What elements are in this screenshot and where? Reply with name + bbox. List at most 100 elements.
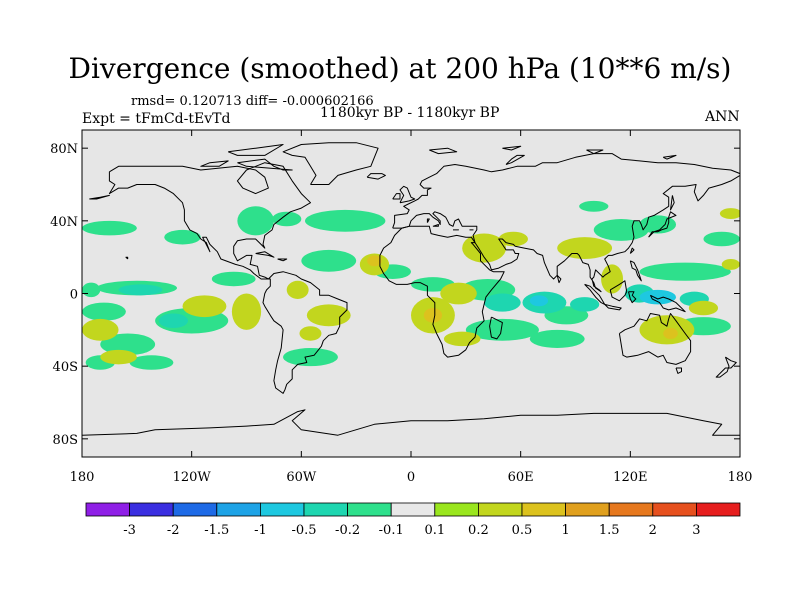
colorbar-swatch	[477, 502, 523, 517]
colorbar-swatch	[172, 502, 218, 517]
field-patch	[367, 255, 382, 267]
coastline	[82, 409, 740, 436]
field-patch	[462, 233, 507, 263]
coastline	[609, 280, 628, 302]
field-patch	[688, 300, 719, 316]
plot-title: Divergence (smoothed) at 200 hPa (10**6 …	[68, 52, 732, 85]
field-patch	[484, 293, 521, 312]
colorbar-label: -2	[167, 523, 180, 538]
coastline	[392, 193, 401, 200]
coastline	[584, 283, 606, 305]
y-tick-label: 80S	[53, 433, 78, 448]
colorbar: -3 -2 -1.5 -1 -0.5 -0.2 -0.1 0.1 0.2 0.5 1 1.5 2 3	[85, 502, 741, 538]
colorbar-label: 3	[692, 523, 700, 538]
coastline	[670, 195, 675, 211]
field-patch	[231, 293, 262, 330]
axis-ticks: 80N 40N 0 40S 80S 180 120W 60W 0 60E 120E 180	[50, 130, 752, 485]
colorbar-label: -3	[123, 523, 136, 538]
field-patch	[465, 318, 539, 341]
x-tick-label: 60W	[286, 470, 317, 485]
coastline	[629, 260, 642, 282]
field-patch	[703, 231, 740, 247]
period-label: 1180kyr BP - 1180kyr BP	[320, 105, 500, 121]
x-tick-label: 180	[70, 470, 95, 485]
stats-text: rmsd= 0.120713 diff= -0.000602166	[131, 94, 374, 109]
coastline	[108, 162, 311, 280]
field-patch	[721, 258, 740, 270]
coastline	[429, 147, 458, 155]
colorbar-swatch	[565, 502, 610, 517]
colorbar-label: 1	[561, 523, 569, 538]
colorbar-swatch	[216, 502, 261, 517]
field-patch	[237, 206, 274, 236]
field-patch	[306, 304, 351, 327]
field-patch	[272, 211, 302, 227]
coastline	[125, 256, 129, 260]
colorbar-label: 1.5	[599, 523, 620, 538]
field-patch	[423, 308, 443, 323]
season-label: ANN	[705, 109, 740, 125]
colorbar-label: -0.1	[379, 523, 404, 538]
x-tick-label: 60E	[508, 470, 534, 485]
field-patch	[304, 209, 386, 232]
coastline	[262, 271, 348, 394]
field-patch	[82, 302, 126, 321]
coastline	[505, 154, 525, 165]
coastline	[715, 356, 737, 378]
coastline	[556, 274, 562, 284]
coastline	[282, 142, 379, 185]
field-patch	[211, 271, 256, 287]
y-tick-label: 80N	[50, 142, 78, 157]
colorbar-swatch	[521, 502, 566, 517]
colorbar-label: -1	[254, 523, 267, 538]
field-patch	[529, 295, 549, 307]
field-patch	[158, 313, 189, 329]
colorbar-label: -0.2	[335, 523, 360, 538]
coastline	[662, 154, 677, 160]
field-patch	[663, 328, 678, 339]
colorbar-swatch	[652, 502, 697, 517]
field-patch	[100, 333, 156, 356]
colorbar-label: 0.5	[512, 523, 533, 538]
y-tick-label: 0	[70, 288, 78, 303]
field-patch	[557, 237, 613, 259]
field-patch	[283, 348, 338, 367]
field-patch	[82, 282, 101, 298]
coastline	[89, 194, 110, 200]
coastline	[432, 224, 439, 227]
field-patch	[579, 200, 609, 212]
coastline	[489, 316, 503, 340]
coastline	[392, 153, 740, 293]
coastline	[586, 149, 604, 155]
field-patch	[443, 331, 481, 347]
field-patch	[82, 318, 119, 341]
field-patch	[286, 280, 309, 299]
coastline	[502, 145, 522, 151]
x-tick-label: 120W	[173, 470, 212, 485]
field-patch	[82, 220, 137, 236]
coastline	[237, 158, 293, 171]
y-tick-label: 40S	[53, 360, 78, 375]
field-patch	[440, 282, 477, 305]
coastline	[277, 258, 288, 262]
field-patch	[570, 297, 600, 312]
colorbar-swatch	[303, 502, 348, 517]
coastline	[399, 185, 416, 204]
field-patch	[164, 229, 201, 245]
colorbar-swatch	[129, 502, 174, 517]
field-patch	[100, 349, 137, 365]
field-patch	[182, 295, 227, 318]
coastline	[628, 291, 637, 304]
coastline	[228, 144, 284, 156]
colorbar-swatch	[390, 502, 436, 517]
colorbar-label: 0.1	[424, 523, 445, 538]
y-tick-label: 40N	[50, 215, 78, 230]
x-tick-label: 0	[407, 470, 415, 485]
field-patch	[299, 326, 322, 341]
coastline	[618, 313, 692, 365]
coastline	[629, 247, 635, 254]
x-tick-label: 180	[728, 470, 753, 485]
coastline	[366, 173, 386, 180]
field-patch	[129, 355, 174, 370]
